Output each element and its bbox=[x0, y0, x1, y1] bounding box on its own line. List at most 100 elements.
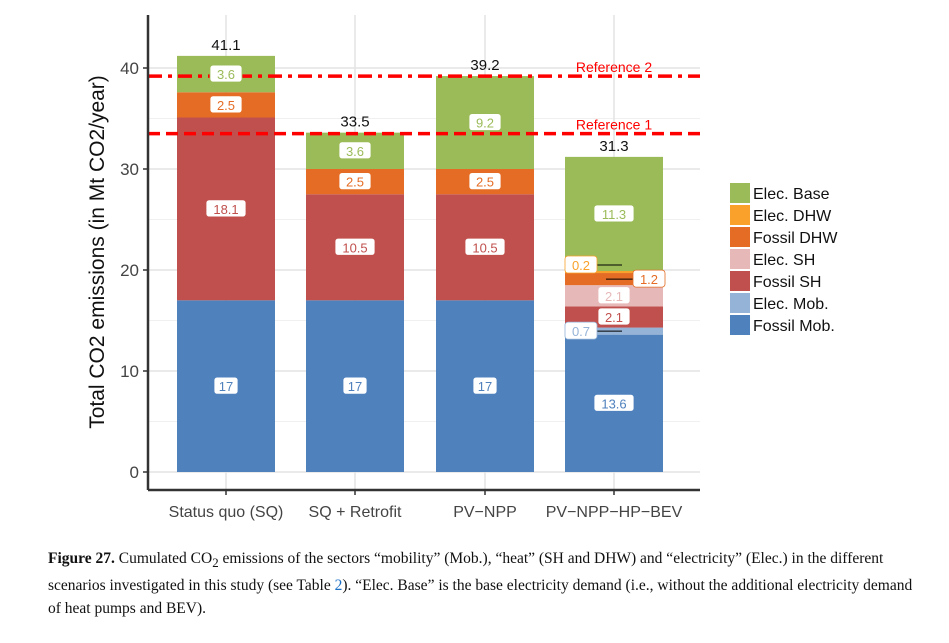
y-tick-label: 40 bbox=[120, 59, 139, 78]
legend-swatch bbox=[730, 293, 750, 313]
legend-swatch bbox=[730, 249, 750, 269]
data-label-box bbox=[632, 269, 666, 288]
x-tick-label: Status quo (SQ) bbox=[169, 504, 284, 521]
stacked-bar-chart: Reference 2 Reference 1 17 18.1 2.5 3.6 41.1 St… bbox=[86, 15, 838, 521]
data-label-text: 3.6 bbox=[217, 67, 235, 82]
y-tick-label: 0 bbox=[130, 463, 139, 482]
y-axis-label: Total CO2 emissions (in Mt CO2/year) bbox=[86, 75, 109, 429]
legend-label: Fossil SH bbox=[753, 274, 821, 291]
data-label-text: 10.5 bbox=[342, 240, 367, 255]
x-tick-label: PV−NPP−HP−BEV bbox=[546, 504, 683, 521]
reference-label: Reference 1 bbox=[576, 117, 652, 133]
data-label-box bbox=[338, 141, 372, 160]
data-label: 2.1 bbox=[597, 286, 631, 305]
legend-label: Elec. DHW bbox=[753, 208, 832, 225]
data-label-text: 0.7 bbox=[572, 324, 590, 339]
data-label-box bbox=[464, 237, 506, 256]
caption-subscript: 2 bbox=[212, 555, 219, 571]
data-label-box bbox=[593, 393, 635, 412]
legend-item: Fossil Mob. bbox=[730, 315, 835, 335]
data-label-text: 17 bbox=[348, 379, 362, 394]
caption-text: Cumulated CO bbox=[114, 550, 213, 567]
legend-swatch bbox=[730, 227, 750, 247]
data-label: 17 bbox=[342, 376, 368, 395]
bar-segment-elec-dhw bbox=[565, 271, 663, 274]
table-link[interactable]: 2 bbox=[334, 577, 343, 595]
legend-swatch bbox=[730, 183, 750, 203]
data-label-box bbox=[472, 376, 498, 395]
legend-label: Elec. Base bbox=[753, 186, 830, 203]
data-label-text: 10.5 bbox=[472, 240, 497, 255]
figure-caption: Figure 27. Cumulated CO2 emissions of th… bbox=[48, 547, 918, 620]
legend-item: Elec. Mob. bbox=[730, 293, 829, 313]
data-label-box bbox=[338, 172, 372, 191]
data-label: 2.5 bbox=[209, 95, 243, 114]
data-label-text: 2.5 bbox=[217, 98, 235, 113]
data-label: 18.1 bbox=[205, 199, 247, 218]
data-label-text: 11.3 bbox=[602, 207, 626, 222]
y-tick-label: 30 bbox=[120, 160, 139, 179]
bar-total-label: 33.5 bbox=[340, 114, 369, 131]
legend: Elec. Base Elec. DHW Fossil DHW Elec. SH Fos… bbox=[730, 183, 838, 335]
data-label-text: 17 bbox=[219, 379, 233, 394]
data-label-box bbox=[597, 286, 631, 305]
legend-item: Elec. Base bbox=[730, 183, 830, 203]
data-label-box bbox=[468, 113, 502, 131]
data-label-text: 18.1 bbox=[213, 202, 238, 217]
data-label-text: 2.1 bbox=[605, 310, 623, 325]
data-label-box bbox=[597, 307, 631, 326]
data-label-text: 2.1 bbox=[605, 289, 623, 304]
data-label-text: 2.5 bbox=[346, 175, 364, 190]
data-label-box bbox=[342, 376, 368, 395]
data-label-text: 9.2 bbox=[476, 116, 494, 131]
data-label-box bbox=[213, 376, 239, 395]
legend-label: Fossil Mob. bbox=[753, 318, 835, 335]
data-label-text: 0.2 bbox=[572, 258, 590, 273]
legend-label: Elec. SH bbox=[753, 252, 815, 269]
data-label: 2.1 bbox=[597, 307, 631, 326]
legend-item: Fossil DHW bbox=[730, 227, 838, 247]
data-label: 9.2 bbox=[468, 113, 502, 131]
y-tick-label: 10 bbox=[120, 362, 139, 381]
y-tick-label: 20 bbox=[120, 261, 139, 280]
data-label-text: 1.2 bbox=[640, 272, 658, 287]
data-label-text: 3.6 bbox=[346, 144, 364, 159]
x-tick-label: PV−NPP bbox=[453, 504, 517, 521]
caption-text: ). “Elec. Base” is the base electricity … bbox=[48, 577, 913, 618]
data-label-box bbox=[564, 255, 598, 274]
reference-label: Reference 2 bbox=[576, 59, 652, 75]
data-label-box bbox=[205, 199, 247, 218]
legend-swatch bbox=[730, 271, 750, 291]
data-label: 17 bbox=[472, 376, 498, 395]
data-label: 3.6 bbox=[338, 141, 372, 160]
data-label: 1.2 bbox=[632, 269, 666, 288]
data-label-text: 2.5 bbox=[476, 175, 494, 190]
data-label: 17 bbox=[213, 376, 239, 395]
legend-item: Fossil SH bbox=[730, 271, 821, 291]
data-label: 0.7 bbox=[564, 321, 598, 340]
legend-item: Elec. SH bbox=[730, 249, 815, 269]
data-label-box bbox=[209, 95, 243, 114]
bar-total-label: 39.2 bbox=[470, 57, 499, 74]
data-label-text: 17 bbox=[478, 379, 492, 394]
data-label: 10.5 bbox=[464, 237, 506, 256]
data-label: 0.2 bbox=[564, 255, 598, 274]
bar-total-label: 41.1 bbox=[211, 37, 240, 54]
data-label: 11.3 bbox=[593, 204, 635, 223]
legend-swatch bbox=[730, 315, 750, 335]
legend-item: Elec. DHW bbox=[730, 205, 832, 225]
x-tick-label: SQ + Retrofit bbox=[309, 504, 402, 521]
data-label-box bbox=[593, 204, 635, 223]
data-label-box bbox=[468, 172, 502, 191]
caption-text: emissions of the sectors “mobility” (Mob… bbox=[48, 550, 884, 595]
data-label-box bbox=[334, 237, 376, 256]
data-label-box bbox=[564, 321, 598, 340]
bar-total-label: 31.3 bbox=[599, 138, 628, 155]
data-label: 10.5 bbox=[334, 237, 376, 256]
data-label: 2.5 bbox=[338, 172, 372, 191]
legend-swatch bbox=[730, 205, 750, 225]
caption-label: Figure 27. bbox=[48, 550, 115, 567]
data-label: 3.6 bbox=[209, 64, 243, 83]
legend-label: Elec. Mob. bbox=[753, 296, 829, 313]
data-label-box bbox=[209, 64, 243, 83]
